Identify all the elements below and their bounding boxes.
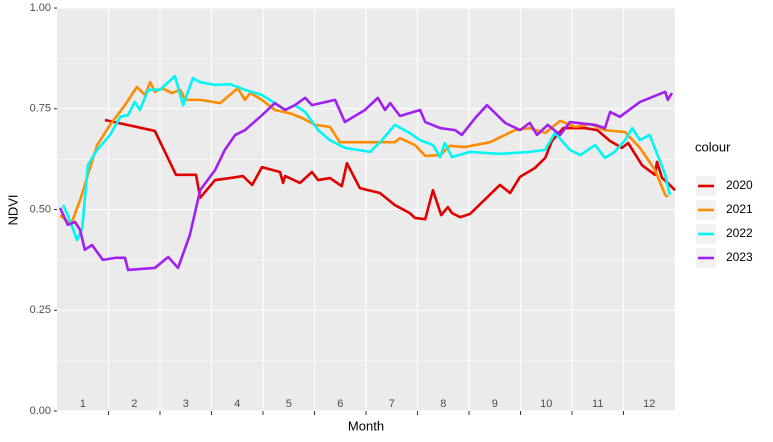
- y-tick-label: 0.75: [30, 103, 51, 115]
- x-tick-label: 11: [592, 398, 603, 410]
- x-tick-label: 4: [234, 398, 240, 410]
- x-tick-label: 8: [440, 398, 446, 410]
- legend-label: 2023: [726, 250, 753, 264]
- x-tick-label: 9: [492, 398, 498, 410]
- x-tick-label: 2: [131, 398, 137, 410]
- x-tick-label: 1: [80, 398, 86, 410]
- x-tick-label: 12: [643, 398, 655, 410]
- y-tick-label: 0.50: [30, 203, 51, 215]
- x-axis-title: Month: [348, 418, 384, 433]
- series-line: [58, 90, 674, 272]
- series-line: [61, 74, 672, 242]
- y-tick-label: 0.25: [30, 304, 51, 316]
- x-tick-label: 5: [286, 398, 292, 410]
- x-tick-label: 6: [337, 398, 343, 410]
- x-tick-label: 7: [389, 398, 395, 410]
- legend-label: 2021: [726, 202, 753, 216]
- legend-label: 2022: [726, 226, 753, 240]
- y-axis-title: NDVI: [5, 194, 20, 225]
- x-tick-label: 3: [183, 398, 189, 410]
- series-line: [104, 118, 676, 221]
- y-tick-label: 1.00: [30, 2, 51, 14]
- y-tick-label: 0.00: [30, 405, 51, 417]
- x-tick-label: 10: [540, 398, 552, 410]
- legend-title: colour: [695, 139, 731, 154]
- legend-label: 2020: [726, 178, 753, 192]
